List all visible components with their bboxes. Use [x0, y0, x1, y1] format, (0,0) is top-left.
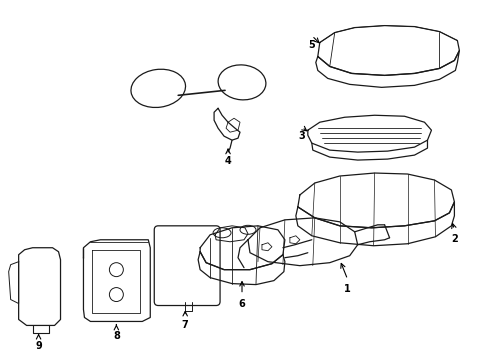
Text: 2: 2 — [451, 234, 458, 244]
Text: 7: 7 — [182, 320, 189, 330]
Text: 9: 9 — [35, 341, 42, 351]
Text: 3: 3 — [298, 131, 305, 141]
Text: 8: 8 — [113, 332, 120, 341]
Text: 1: 1 — [344, 284, 351, 294]
Text: 6: 6 — [239, 298, 245, 309]
Text: 5: 5 — [308, 40, 315, 50]
Text: 4: 4 — [225, 156, 231, 166]
